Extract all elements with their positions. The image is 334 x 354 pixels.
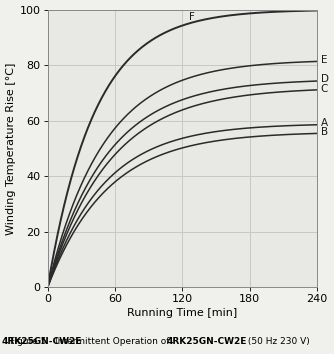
Text: (50 Hz 230 V): (50 Hz 230 V) <box>245 337 310 346</box>
Text: D: D <box>321 74 329 84</box>
Text: 4RK25GN-CW2E: 4RK25GN-CW2E <box>167 337 247 346</box>
Text: 4RK25GN-CW2E: 4RK25GN-CW2E <box>2 337 82 346</box>
Text: F: F <box>189 12 195 22</box>
X-axis label: Running Time [min]: Running Time [min] <box>127 308 237 318</box>
Text: Figure 5   Intermittent Operation of: Figure 5 Intermittent Operation of <box>10 337 172 346</box>
Text: A: A <box>321 118 328 129</box>
Text: C: C <box>321 84 328 94</box>
Text: E: E <box>321 55 327 64</box>
Y-axis label: Winding Temperature Rise [°C]: Winding Temperature Rise [°C] <box>6 62 16 235</box>
Text: B: B <box>321 127 328 137</box>
